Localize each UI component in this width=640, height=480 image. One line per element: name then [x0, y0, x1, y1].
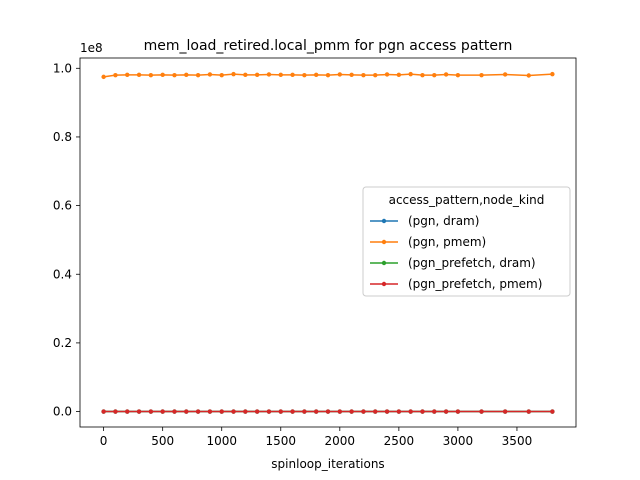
x-tick-label: 2500 [384, 434, 415, 448]
data-point [325, 409, 331, 414]
y-tick-label: 0.4 [53, 267, 72, 281]
data-point [302, 72, 307, 78]
data-point [207, 72, 213, 77]
x-tick-label: 3500 [502, 434, 533, 448]
data-point [455, 409, 461, 414]
data-point [136, 72, 142, 78]
data-point [526, 409, 531, 414]
x-tick-label: 1500 [265, 434, 296, 448]
data-point [184, 72, 189, 78]
data-point [136, 409, 142, 414]
data-point [160, 409, 165, 414]
legend-entry-label: (pgn, dram) [408, 214, 479, 228]
data-point [550, 71, 555, 77]
data-point [125, 409, 130, 414]
data-point [148, 409, 154, 414]
y-tick-label: 1.0 [53, 61, 72, 75]
data-point [502, 72, 508, 77]
data-point [113, 409, 118, 414]
data-point [125, 72, 130, 78]
data-point [420, 72, 425, 78]
data-point [101, 409, 106, 414]
data-point [479, 72, 484, 78]
legend-swatch-marker [381, 281, 387, 287]
data-point [349, 72, 354, 78]
legend-entry-label: (pgn, pmem) [408, 235, 486, 249]
legend-swatch-marker [381, 239, 387, 245]
y-tick-label: 0.8 [53, 130, 72, 144]
data-point [172, 409, 177, 414]
legend-entry-label: (pgn_prefetch, dram) [408, 256, 536, 270]
data-point [313, 409, 319, 414]
data-point [184, 409, 189, 414]
data-point [408, 409, 413, 414]
data-point [396, 72, 402, 78]
data-point [290, 409, 295, 414]
data-point [231, 409, 236, 414]
x-tick-label: 500 [151, 434, 174, 448]
data-point [443, 409, 449, 414]
y-tick-label: 0.6 [53, 199, 72, 213]
x-tick-label: 2000 [325, 434, 356, 448]
chart-title: mem_load_retired.local_pmm for pgn acces… [144, 38, 513, 54]
data-point [160, 72, 165, 78]
data-point [361, 409, 366, 414]
plot-frame [79, 57, 577, 428]
y-tick-label: 0.2 [53, 336, 72, 350]
data-point [195, 72, 201, 78]
data-point [148, 72, 154, 78]
data-point [550, 409, 555, 414]
x-tick-label: 1000 [206, 434, 237, 448]
legend-box [362, 186, 571, 297]
data-point [266, 72, 272, 77]
data-point [337, 409, 343, 414]
data-point [243, 72, 248, 78]
data-point [408, 71, 413, 77]
data-point [219, 72, 224, 78]
data-point [207, 409, 213, 414]
data-point [172, 72, 177, 78]
legend-title: access_pattern,node_kind [389, 193, 545, 207]
data-point [254, 72, 260, 78]
legend-swatch-marker [381, 218, 387, 224]
data-point [337, 72, 343, 77]
data-point [313, 72, 319, 78]
data-point [502, 409, 508, 414]
data-point [443, 72, 449, 77]
data-point [325, 72, 331, 78]
x-tick-label: 3000 [443, 434, 474, 448]
x-axis-label: spinloop_iterations [271, 457, 384, 471]
legend-entry-label: (pgn_prefetch, pmem) [408, 277, 542, 291]
data-point [243, 409, 248, 414]
data-point [290, 72, 295, 78]
data-point [101, 74, 106, 80]
data-point [113, 72, 118, 78]
data-point [479, 409, 484, 414]
y-tick-label: 0.0 [53, 405, 72, 419]
data-point [396, 409, 402, 414]
data-point [254, 409, 260, 414]
data-point [361, 72, 366, 78]
data-point [278, 72, 283, 78]
x-tick-label: 0 [100, 434, 108, 448]
data-point [278, 409, 283, 414]
data-point [302, 409, 307, 414]
data-point [219, 409, 224, 414]
data-point [432, 72, 437, 78]
data-point [373, 72, 378, 78]
data-point [231, 71, 236, 77]
data-point [384, 409, 390, 414]
data-point [373, 409, 378, 414]
y-offset-label: 1e8 [80, 41, 103, 55]
data-point [455, 72, 461, 78]
legend-swatch-marker [381, 260, 387, 266]
data-point [432, 409, 437, 414]
data-point [384, 72, 390, 77]
data-point [420, 409, 425, 414]
data-point [526, 73, 531, 78]
data-point [266, 409, 272, 414]
data-point [349, 409, 354, 414]
data-point [195, 409, 201, 414]
